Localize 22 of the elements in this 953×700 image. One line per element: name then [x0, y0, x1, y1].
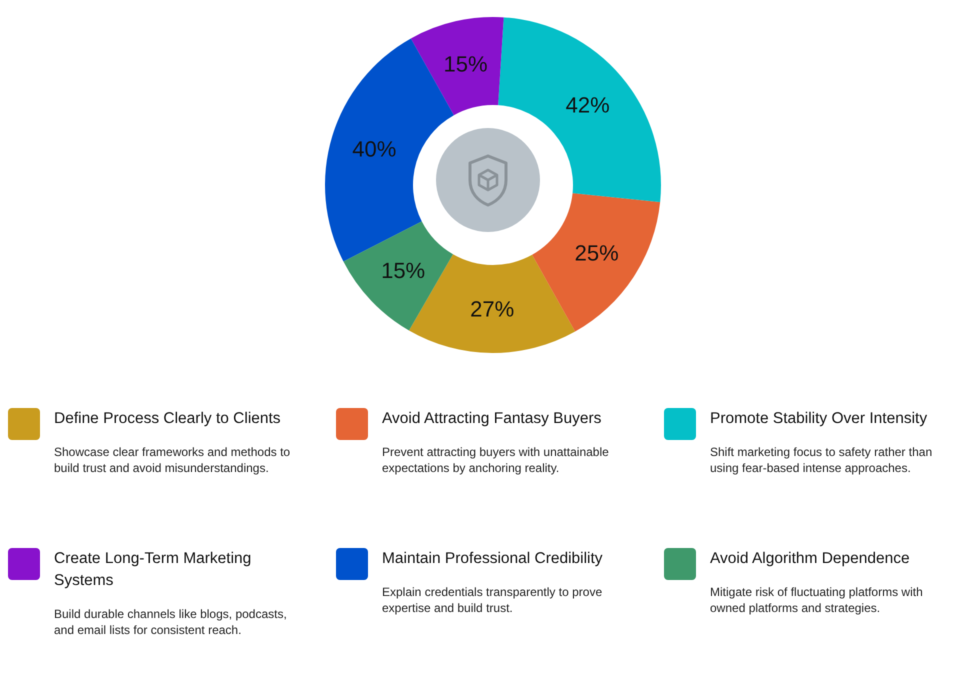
data-label: 40%	[352, 136, 396, 162]
legend-label: Promote Stability Over Intensity	[710, 409, 928, 429]
text: Prevent attracting buyers with unattainable expectations by anchoring reality.	[382, 444, 610, 476]
data-label: 27%	[470, 296, 514, 322]
legend-label: Avoid Attracting Fantasy Buyers	[382, 409, 602, 429]
text: Showcase clear frameworks and methods to build trust and avoid misunderstandings.	[54, 444, 292, 476]
data-label: 15%	[381, 258, 426, 283]
text: Build durable channels like blogs, podcasts, and email lists for consistent reach.	[54, 606, 288, 638]
text: Explain credentials transparently to prove expertise and build trust.	[382, 584, 604, 616]
donut-slice	[532, 193, 660, 332]
text: Shift marketing focus to safety rather than using fear-based intense approaches.	[710, 444, 934, 476]
data-label: 42%	[566, 92, 610, 118]
legend-label: Avoid Algorithm Dependence	[710, 549, 911, 569]
data-label: 25%	[574, 240, 619, 266]
donut-slice	[343, 221, 453, 330]
text: Mitigate risk of fluctuating platforms with owned platforms and strategies.	[710, 584, 924, 616]
data-label: 15%	[443, 52, 488, 77]
donut-slice	[498, 17, 661, 202]
legend-label: Maintain Professional Credibility	[382, 549, 604, 569]
legend-label: Define Process Clearly to Clients	[54, 409, 282, 429]
donut-slice	[410, 17, 504, 116]
legend-label: Create Long-Term Marketing Systems	[54, 549, 252, 591]
